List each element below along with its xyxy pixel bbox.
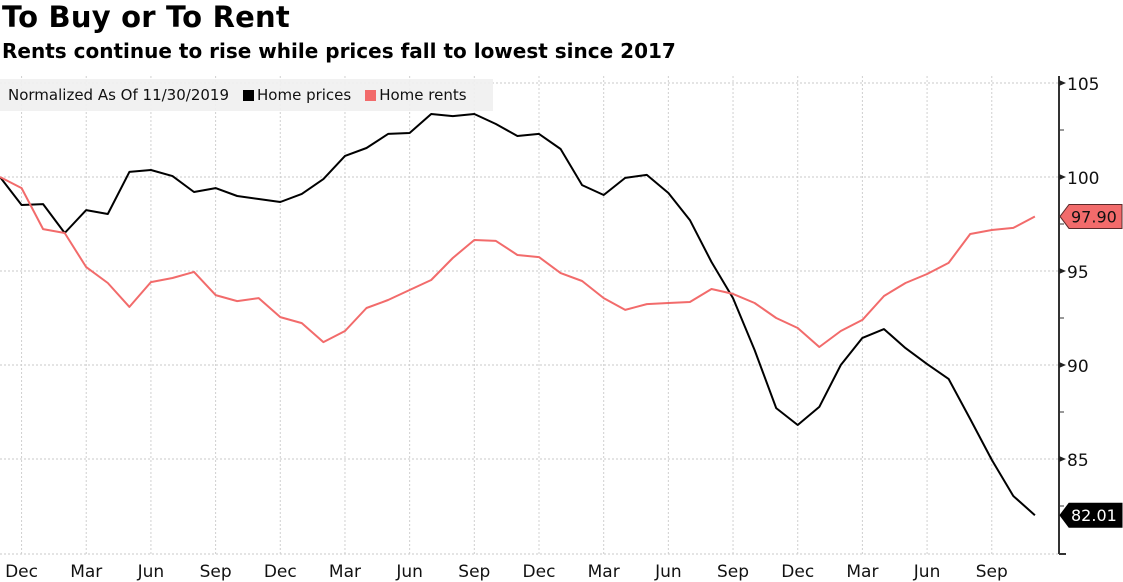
legend-label-home-rents: Home rents [379,86,467,104]
x-tick-label: Sep [976,562,1008,582]
chart-title: To Buy or To Rent [2,0,290,34]
series-lines [0,113,1036,516]
y-tick [1059,80,1066,86]
y-tick-label: 100 [1067,169,1099,189]
legend-swatch-home-prices [243,89,254,101]
x-tick-label: Mar [846,562,878,582]
last-value-tags: 82.01 97.90 [1059,203,1123,528]
x-tick-label: Jun [913,562,941,582]
y-axis: 85 90 95 100 105 [1058,75,1099,555]
x-tick-label: Dec [5,562,38,582]
y-tick [1059,456,1066,462]
last-value-tag-home-prices: 82.01 [1059,502,1123,528]
y-tick-label: 85 [1067,451,1089,471]
x-tick-label: Mar [329,562,361,582]
x-tick-label: Mar [70,562,102,582]
tag-background [1059,502,1123,528]
series-line-home-prices [0,113,1036,516]
x-tick-label: Dec [264,562,297,582]
tag-value: 82.01 [1071,506,1117,525]
tag-value: 97.90 [1071,207,1117,226]
legend-item-home-rents: Home rents [365,86,467,104]
x-tick-label: Sep [717,562,749,582]
tag-background [1059,203,1123,229]
y-tick [1059,362,1066,368]
y-tick [1059,174,1066,180]
legend-note: Normalized As Of 11/30/2019 [8,86,229,104]
y-tick-label: 95 [1067,263,1089,283]
x-tick-label: Dec [781,562,814,582]
x-tick-label: Mar [588,562,620,582]
x-tick-label: Jun [654,562,682,582]
y-tick [1059,268,1066,274]
last-value-tag-home-rents: 97.90 [1059,203,1123,229]
legend: Normalized As Of 11/30/2019 Home prices … [0,79,493,111]
x-tick-label: Jun [137,562,165,582]
chart-subtitle: Rents continue to rise while prices fall… [2,39,676,63]
legend-label-home-prices: Home prices [257,86,352,104]
x-tick-label: Dec [523,562,556,582]
y-tick-label: 105 [1067,75,1099,95]
legend-swatch-home-rents [365,89,377,101]
series-line-home-rents [0,176,1036,348]
x-tick-label: Sep [458,562,490,582]
x-tick-label: Jun [395,562,423,582]
x-axis-labels: Dec Mar Jun Sep Dec Mar Jun Sep Dec Mar Jun Sep Dec M… [5,562,1008,582]
x-tick-label: Sep [200,562,232,582]
y-tick-label: 90 [1067,357,1089,377]
legend-item-home-prices: Home prices [243,86,351,104]
gridlines [0,76,1059,555]
